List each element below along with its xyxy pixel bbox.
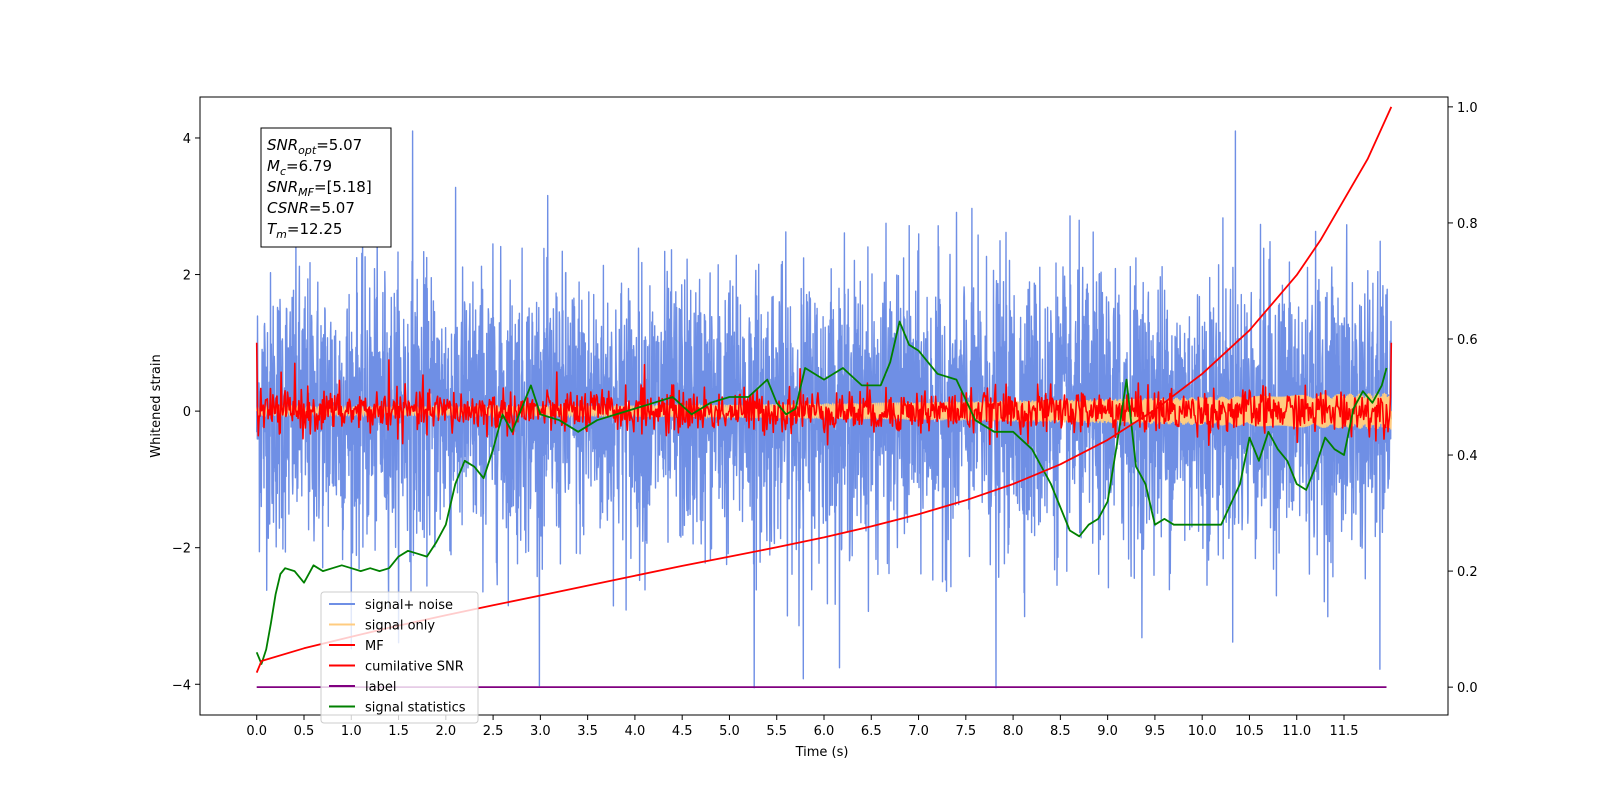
legend-item: MF — [329, 639, 384, 654]
x-tick-label: 11.0 — [1282, 724, 1311, 739]
annotation-line: CSNR=5.07 — [267, 199, 355, 217]
x-tick-label: 0.5 — [294, 724, 315, 739]
x-tick-label: 7.0 — [908, 724, 929, 739]
legend-label: signal statistics — [365, 701, 466, 716]
y-axis-label: Whitened strain — [149, 354, 164, 457]
series-line — [255, 342, 1393, 446]
x-tick-label: 1.5 — [388, 724, 409, 739]
x-axis-label: Time (s) — [795, 745, 849, 760]
y2-tick-label: 0.0 — [1457, 681, 1478, 696]
x-tick-label: 1.0 — [341, 724, 362, 739]
legend-label: signal only — [365, 619, 435, 634]
legend-item: signal+ noise — [329, 598, 453, 613]
legend-item: cumilative SNR — [329, 660, 464, 675]
annotation-line: SNRopt=5.07 — [267, 136, 362, 157]
x-axis: 0.0 0.5 1.0 1.5 2.0 2.5 3.0 3.5 4.0 4.5 5.0 5.5 6.0 6… — [246, 715, 1358, 739]
x-tick-label: 2.0 — [435, 724, 456, 739]
legend-label: label — [365, 680, 396, 695]
x-tick-label: 3.5 — [577, 724, 598, 739]
x-tick-label: 6.5 — [861, 724, 882, 739]
x-tick-label: 4.0 — [625, 724, 646, 739]
annotation-line: Tm=12.25 — [267, 220, 342, 241]
x-tick-label: 9.0 — [1097, 724, 1118, 739]
legend-label: MF — [365, 639, 384, 654]
y-tick-label: −2 — [172, 542, 191, 557]
y2-tick-label: 1.0 — [1457, 101, 1478, 116]
y-axis-right: 0.0 0.2 0.4 0.6 0.8 1.0 — [1448, 101, 1478, 696]
x-tick-label: 2.5 — [483, 724, 504, 739]
legend-item: label — [329, 680, 396, 695]
series-2 — [255, 342, 1393, 446]
x-tick-label: 10.0 — [1188, 724, 1217, 739]
y-axis-left: −4 −2 0 2 4 — [172, 132, 200, 693]
y2-tick-label: 0.2 — [1457, 565, 1478, 580]
legend-label: signal+ noise — [365, 598, 453, 613]
x-tick-label: 7.5 — [955, 724, 976, 739]
annotation-line: Mc=6.79 — [267, 157, 332, 178]
x-tick-label: 11.5 — [1330, 724, 1359, 739]
legend-frame — [320, 591, 479, 724]
x-tick-label: 8.5 — [1050, 724, 1071, 739]
x-tick-label: 5.5 — [766, 724, 787, 739]
y-tick-label: 4 — [183, 132, 191, 147]
legend: signal+ noise signal only MF cumilative SNR… — [320, 591, 479, 724]
y-tick-label: 2 — [183, 269, 191, 284]
x-tick-label: 8.0 — [1003, 724, 1024, 739]
x-tick-label: 5.0 — [719, 724, 740, 739]
x-tick-label: 6.0 — [814, 724, 835, 739]
legend-item: signal only — [329, 619, 435, 634]
series-line — [255, 320, 1388, 665]
annotation-frame — [260, 127, 392, 248]
x-tick-label: 10.5 — [1235, 724, 1264, 739]
y2-tick-label: 0.4 — [1457, 449, 1478, 464]
y-tick-label: 0 — [183, 405, 191, 420]
y2-tick-label: 0.8 — [1457, 217, 1478, 232]
legend-item: signal statistics — [329, 701, 466, 716]
series-5 — [255, 320, 1388, 665]
x-tick-label: 4.5 — [672, 724, 693, 739]
legend-label: cumilative SNR — [365, 660, 464, 675]
annotation-line: SNRMF=[5.18] — [267, 178, 372, 199]
x-tick-label: 3.0 — [530, 724, 551, 739]
x-tick-label: 9.5 — [1145, 724, 1166, 739]
y2-tick-label: 0.6 — [1457, 333, 1478, 348]
x-tick-label: 0.0 — [246, 724, 267, 739]
y-tick-label: −4 — [172, 678, 191, 693]
